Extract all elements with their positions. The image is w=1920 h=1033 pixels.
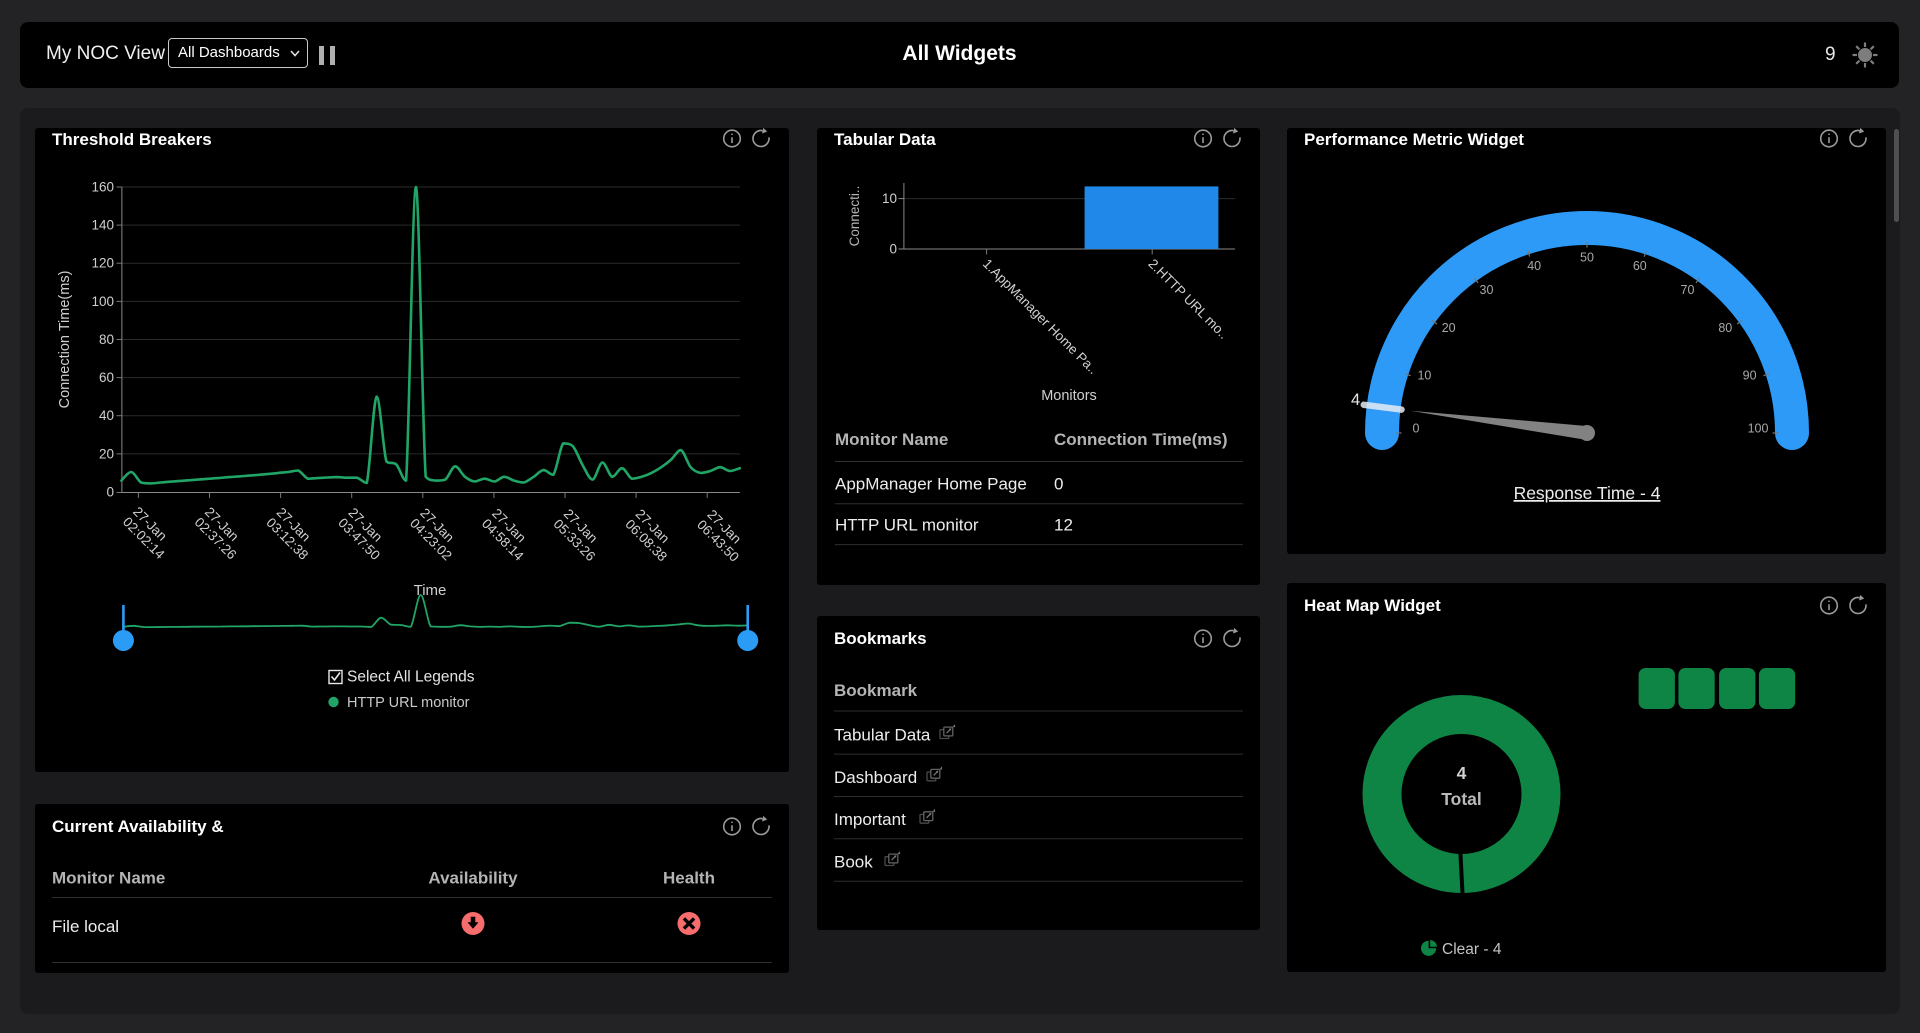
svg-text:27-Jan03:47:50: 27-Jan03:47:50 — [335, 505, 393, 563]
svg-text:100: 100 — [91, 294, 114, 309]
svg-text:HTTP URL monitor: HTTP URL monitor — [835, 515, 979, 534]
svg-text:27-Jan04:23:02: 27-Jan04:23:02 — [407, 505, 465, 563]
svg-text:Select All Legends: Select All Legends — [347, 669, 475, 686]
svg-text:40: 40 — [99, 408, 114, 423]
svg-text:Availability: Availability — [428, 869, 518, 888]
svg-text:HTTP URL monitor: HTTP URL monitor — [347, 695, 470, 711]
svg-text:100: 100 — [1748, 422, 1769, 436]
svg-text:File local: File local — [52, 917, 119, 936]
svg-text:Important: Important — [834, 810, 906, 829]
svg-text:27-Jan06:43:50: 27-Jan06:43:50 — [694, 507, 752, 565]
svg-text:Connection Time(ms): Connection Time(ms) — [1054, 430, 1227, 449]
svg-text:40: 40 — [1527, 259, 1541, 273]
svg-text:1.AppManager Home Pa..: 1.AppManager Home Pa.. — [980, 256, 1101, 377]
svg-text:Monitor Name: Monitor Name — [52, 869, 165, 888]
svg-text:120: 120 — [91, 256, 114, 271]
svg-text:Tabular Data: Tabular Data — [834, 726, 931, 745]
svg-text:60: 60 — [1633, 259, 1647, 273]
svg-text:Response Time - 4: Response Time - 4 — [1514, 483, 1661, 503]
svg-text:27-Jan02:02:14: 27-Jan02:02:14 — [120, 504, 178, 562]
svg-text:0: 0 — [1054, 475, 1063, 494]
svg-text:Bookmark: Bookmark — [834, 681, 918, 700]
svg-text:10: 10 — [1417, 369, 1431, 383]
svg-text:Monitor Name: Monitor Name — [835, 430, 948, 449]
svg-text:27-Jan04:58:14: 27-Jan04:58:14 — [479, 506, 537, 564]
svg-text:140: 140 — [91, 218, 114, 233]
svg-text:90: 90 — [1743, 369, 1757, 383]
svg-text:Book: Book — [834, 853, 873, 872]
svg-text:Health: Health — [663, 869, 715, 888]
svg-text:Dashboard: Dashboard — [834, 768, 917, 787]
svg-text:80: 80 — [1718, 321, 1732, 335]
svg-text:50: 50 — [1580, 251, 1594, 265]
svg-text:0: 0 — [889, 241, 897, 256]
svg-text:80: 80 — [99, 332, 114, 347]
svg-text:12: 12 — [1054, 515, 1073, 534]
svg-text:0: 0 — [1413, 422, 1420, 436]
svg-text:4: 4 — [1351, 391, 1360, 409]
svg-text:27-Jan06:08:38: 27-Jan06:08:38 — [622, 506, 680, 564]
svg-text:27-Jan03:12:38: 27-Jan03:12:38 — [263, 505, 321, 563]
svg-text:Clear - 4: Clear - 4 — [1442, 941, 1502, 958]
svg-text:Total: Total — [1441, 789, 1482, 809]
svg-text:Connecti..: Connecti.. — [847, 186, 862, 247]
svg-text:160: 160 — [91, 180, 114, 195]
svg-text:27-Jan05:33:26: 27-Jan05:33:26 — [551, 506, 609, 564]
svg-text:4: 4 — [1457, 763, 1467, 783]
svg-text:30: 30 — [1480, 283, 1494, 297]
svg-text:2.HTTP URL mo..: 2.HTTP URL mo.. — [1145, 256, 1231, 342]
svg-text:AppManager Home Page: AppManager Home Page — [835, 475, 1027, 494]
svg-text:60: 60 — [99, 370, 114, 385]
svg-text:Monitors: Monitors — [1041, 388, 1097, 404]
svg-text:Connection Time(ms): Connection Time(ms) — [57, 271, 73, 409]
svg-text:Time: Time — [414, 582, 447, 599]
svg-text:20: 20 — [99, 446, 114, 461]
svg-text:70: 70 — [1681, 283, 1695, 297]
svg-text:20: 20 — [1442, 321, 1456, 335]
svg-text:10: 10 — [882, 191, 897, 206]
svg-text:0: 0 — [106, 485, 114, 500]
svg-text:27-Jan02:37:26: 27-Jan02:37:26 — [192, 504, 250, 562]
